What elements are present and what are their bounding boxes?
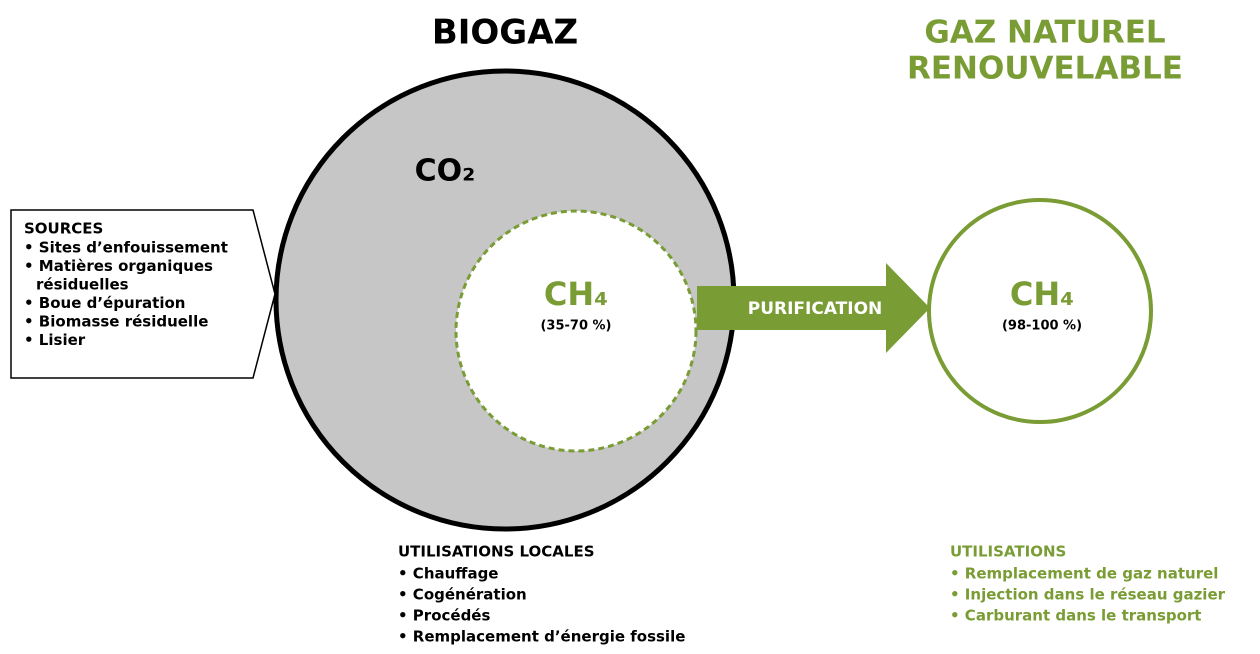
use-item: • Remplacement de gaz naturel [950,565,1218,583]
source-item: • Boue d’épuration [24,294,185,312]
local-use-item: • Cogénération [398,586,527,604]
purification-arrow [697,263,930,353]
local-uses-title: UTILISATIONS LOCALES [398,543,595,561]
ch4-label: CH₄ [544,275,608,313]
rng-title: RENOUVELABLE [907,51,1183,87]
source-item: • Sites d’enfouissement [24,239,228,257]
local-use-item: • Remplacement d’énergie fossile [398,628,685,646]
source-item: • Matières organiques [24,257,213,275]
purification-label: PURIFICATION [748,299,883,319]
local-use-item: • Procédés [398,607,490,625]
rng-circle [927,198,1153,424]
ch4-circle [454,209,698,453]
source-item: • Biomasse résiduelle [24,313,208,331]
rng-range: (98-100 %) [1002,319,1082,334]
ch4-range: (35-70 %) [540,319,611,334]
biogas-title: BIOGAZ [432,13,578,53]
uses-title: UTILISATIONS [950,543,1066,561]
rng-title: GAZ NATUREL [924,15,1165,51]
sources-box [10,209,276,379]
sources-title: SOURCES [24,220,103,238]
source-item: • Lisier [24,331,86,349]
local-use-item: • Chauffage [398,565,498,583]
use-item: • Injection dans le réseau gazier [950,586,1226,604]
source-item: résiduelles [36,276,129,294]
rng-ch4: CH₄ [1010,275,1074,313]
co2-label: CO₂ [415,154,476,189]
use-item: • Carburant dans le transport [950,607,1201,625]
